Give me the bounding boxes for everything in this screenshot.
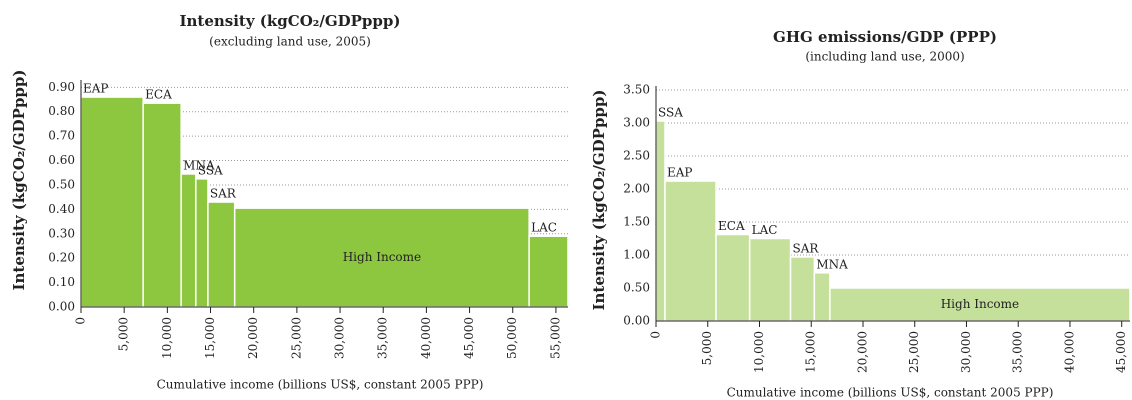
bar-label: SAR	[210, 187, 237, 201]
x-axis-label: Cumulative income (billions US$, constan…	[157, 378, 484, 392]
x-tick-label: 55,000	[548, 317, 562, 359]
x-tick-label: 10,000	[752, 331, 766, 373]
chart-title: GHG emissions/GDP (PPP)	[773, 28, 997, 46]
x-tick-label: 15,000	[203, 317, 217, 359]
y-tick-label: 0.50	[48, 177, 75, 191]
bar	[180, 173, 197, 308]
bar-label: High Income	[941, 297, 1019, 311]
bar	[789, 256, 816, 322]
x-tick-label: 0	[74, 317, 88, 325]
bar-label: EAP	[667, 166, 693, 180]
x-tick-label: 35,000	[1011, 331, 1025, 373]
x-tick-label: 20,000	[246, 317, 260, 359]
y-tick-label: 2.00	[623, 181, 650, 195]
y-tick-label: 1.00	[623, 247, 650, 261]
x-tick-label: 30,000	[333, 317, 347, 359]
y-tick-label: 0.00	[623, 314, 650, 328]
bar-label: SAR	[793, 241, 820, 255]
bar	[233, 207, 530, 308]
x-tick-label: 30,000	[959, 331, 973, 373]
bar	[80, 96, 144, 308]
bar	[528, 235, 569, 308]
y-tick-label: 0.80	[48, 104, 75, 118]
x-tick-label: 50,000	[505, 317, 519, 359]
bar-label: MNA	[816, 257, 848, 271]
bar-label: LAC	[531, 221, 557, 235]
y-tick-label: 0.60	[48, 153, 75, 167]
chart-title: Intensity (kgCO₂/GDPppp)	[179, 12, 400, 30]
chart-subtitle: (excluding land use, 2005)	[209, 35, 371, 49]
y-tick-label: 0.00	[48, 300, 75, 314]
x-tick-label: 40,000	[419, 317, 433, 359]
y-tick-label: 3.50	[623, 82, 650, 96]
bar	[829, 287, 1131, 322]
bar-label: ECA	[145, 88, 172, 102]
x-tick-label: 20,000	[855, 331, 869, 373]
x-tick-label: 15,000	[804, 331, 818, 373]
y-tick-label: 0.20	[48, 251, 75, 265]
bar-label: EAP	[83, 82, 109, 96]
bar-label: High Income	[343, 250, 421, 264]
chart-subtitle: (including land use, 2000)	[805, 50, 964, 64]
x-tick-label: 0	[649, 331, 663, 339]
x-tick-label: 45,000	[1114, 331, 1128, 373]
y-tick-label: 0.10	[48, 275, 75, 289]
bar-label: MNA	[183, 158, 215, 172]
y-tick-label: 1.50	[623, 214, 650, 228]
y-tick-label: 0.50	[623, 280, 650, 294]
y-axis-label: Intensity (kgCO₂/GDPppp)	[590, 89, 608, 310]
x-tick-label: 5,000	[117, 317, 131, 351]
x-tick-label: 40,000	[1062, 331, 1076, 373]
y-tick-label: 0.90	[48, 80, 75, 94]
bar	[664, 180, 717, 322]
x-tick-label: 25,000	[289, 317, 303, 359]
y-axis-label: Intensity (kgCO₂/GDPppp)	[10, 69, 28, 290]
bar	[655, 120, 666, 322]
bar-label: LAC	[752, 223, 778, 237]
bar	[195, 178, 209, 308]
bar-label: SSA	[658, 105, 683, 119]
x-tick-label: 45,000	[462, 317, 476, 359]
x-tick-label: 35,000	[376, 317, 390, 359]
x-tick-label: 25,000	[907, 331, 921, 373]
bar	[142, 102, 182, 308]
x-tick-label: 5,000	[700, 331, 714, 365]
x-axis-label: Cumulative income (billions US$, constan…	[727, 386, 1054, 400]
y-tick-label: 2.50	[623, 148, 650, 162]
x-tick-label: 10,000	[160, 317, 174, 359]
bar	[748, 237, 792, 322]
bar-label: ECA	[718, 219, 745, 233]
y-tick-label: 0.40	[48, 202, 75, 216]
y-tick-label: 3.00	[623, 115, 650, 129]
bar	[715, 233, 751, 322]
y-tick-label: 0.70	[48, 129, 75, 143]
bar-label: SSA	[198, 163, 223, 177]
bar	[813, 272, 831, 322]
y-tick-label: 0.30	[48, 226, 75, 240]
bar	[207, 201, 236, 308]
